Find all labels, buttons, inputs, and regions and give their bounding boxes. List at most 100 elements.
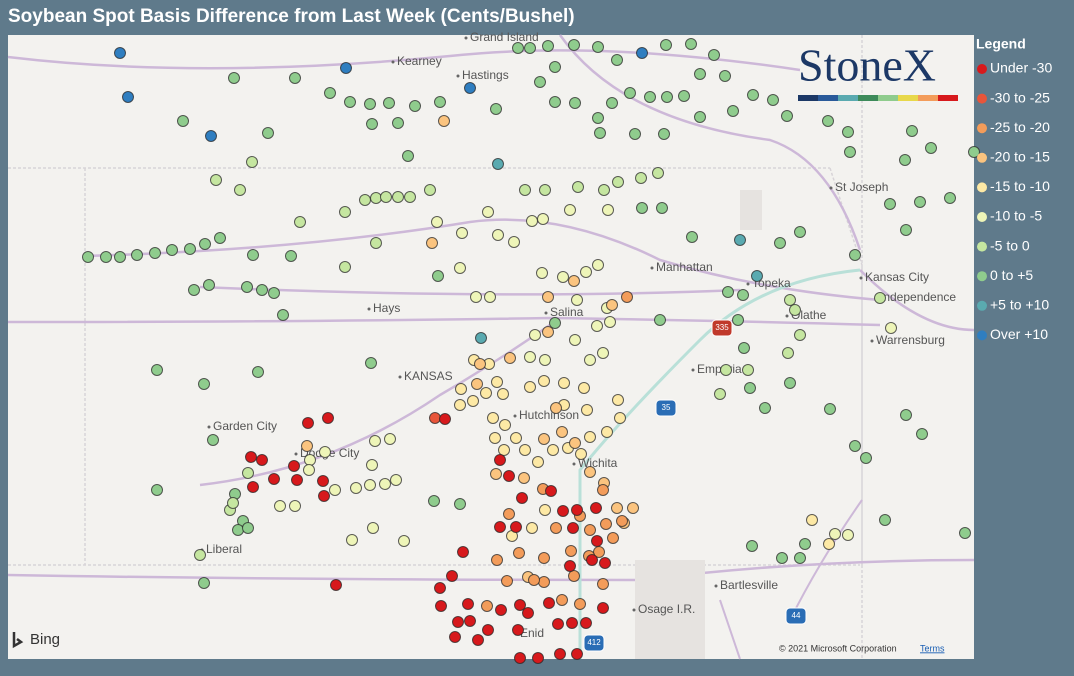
- road-shield-label: 412: [587, 638, 601, 647]
- marker: [340, 62, 352, 74]
- marker: [806, 514, 818, 526]
- marker: [339, 261, 351, 273]
- marker: [538, 576, 550, 588]
- marker: [131, 249, 143, 261]
- marker: [277, 309, 289, 321]
- marker: [484, 291, 496, 303]
- marker: [542, 326, 554, 338]
- marker: [457, 546, 469, 558]
- place-dot: [207, 425, 211, 429]
- marker: [564, 204, 576, 216]
- marker: [925, 142, 937, 154]
- marker: [744, 382, 756, 394]
- marker: [339, 206, 351, 218]
- place-dot: [398, 375, 402, 379]
- marker: [122, 91, 134, 103]
- marker: [534, 76, 546, 88]
- marker: [498, 444, 510, 456]
- place-dot: [714, 584, 718, 588]
- marker: [480, 387, 492, 399]
- marker: [747, 89, 759, 101]
- marker: [431, 216, 443, 228]
- legend-swatch: [977, 182, 987, 193]
- marker: [842, 529, 854, 541]
- marker: [794, 329, 806, 341]
- marker: [591, 320, 603, 332]
- road-shield-label: 335: [715, 323, 729, 332]
- marker: [545, 485, 557, 497]
- marker: [369, 435, 381, 447]
- marker: [606, 299, 618, 311]
- marker: [532, 652, 544, 664]
- marker: [789, 304, 801, 316]
- marker: [614, 412, 626, 424]
- marker: [556, 426, 568, 438]
- bing-icon: [12, 632, 24, 649]
- marker: [794, 226, 806, 238]
- marker: [429, 412, 441, 424]
- place-dot: [456, 74, 460, 78]
- marker: [514, 599, 526, 611]
- marker: [528, 574, 540, 586]
- marker: [359, 194, 371, 206]
- marker: [842, 126, 854, 138]
- marker: [491, 376, 503, 388]
- marker: [885, 322, 897, 334]
- marker: [900, 409, 912, 421]
- marker: [364, 479, 376, 491]
- marker: [591, 535, 603, 547]
- place-dot: [691, 368, 695, 372]
- marker: [636, 47, 648, 59]
- logo-bar-segment: [838, 95, 858, 101]
- marker: [245, 451, 257, 463]
- place-label: Hays: [373, 301, 400, 315]
- marker: [489, 432, 501, 444]
- marker: [658, 128, 670, 140]
- marker: [543, 597, 555, 609]
- marker: [524, 381, 536, 393]
- marker: [207, 434, 219, 446]
- marker: [732, 314, 744, 326]
- marker: [590, 502, 602, 514]
- marker: [549, 61, 561, 73]
- road-shield: [655, 399, 677, 417]
- marker: [575, 448, 587, 460]
- legend-swatch: [977, 330, 987, 341]
- marker: [557, 505, 569, 517]
- marker: [794, 552, 806, 564]
- place-dot: [544, 311, 548, 315]
- marker: [497, 388, 509, 400]
- marker: [177, 115, 189, 127]
- legend-title: Legend: [976, 36, 1026, 52]
- legend-swatch: [977, 64, 987, 74]
- marker: [366, 459, 378, 471]
- marker: [514, 652, 526, 664]
- marker: [727, 105, 739, 117]
- marker: [439, 413, 451, 425]
- marker: [584, 431, 596, 443]
- marker: [203, 279, 215, 291]
- legend-label: 0 to +5: [990, 267, 1033, 283]
- terms-link[interactable]: Terms: [920, 643, 945, 653]
- marker: [624, 87, 636, 99]
- place-dot: [367, 307, 371, 311]
- map-area: [8, 35, 974, 659]
- place-dot: [829, 186, 833, 190]
- place-label: St Joseph: [835, 180, 888, 194]
- marker: [434, 96, 446, 108]
- marker: [611, 502, 623, 514]
- marker: [572, 181, 584, 193]
- marker: [510, 521, 522, 533]
- place-label: Liberal: [206, 542, 242, 556]
- marker: [584, 466, 596, 478]
- marker: [606, 97, 618, 109]
- marker: [694, 68, 706, 80]
- marker: [784, 377, 796, 389]
- marker: [490, 468, 502, 480]
- marker: [492, 229, 504, 241]
- marker: [556, 594, 568, 606]
- place-labels: Grand Island Kearney Hastings St Joseph Manh…: [200, 30, 956, 652]
- marker: [246, 156, 258, 168]
- marker: [549, 96, 561, 108]
- marker: [499, 419, 511, 431]
